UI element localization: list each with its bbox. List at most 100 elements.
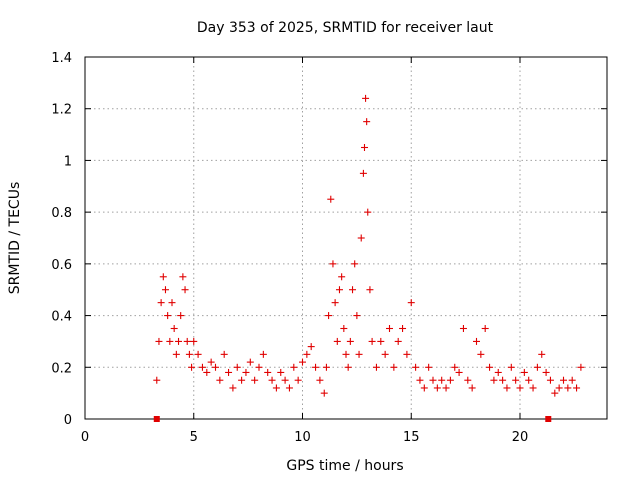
data-point [364, 208, 372, 216]
data-point [438, 376, 446, 384]
data-point [420, 384, 428, 392]
data-point [285, 384, 293, 392]
data-point [442, 384, 450, 392]
data-point [538, 350, 546, 358]
data-point [407, 299, 415, 307]
data-point [359, 169, 367, 177]
data-point [344, 363, 352, 371]
data-point [507, 363, 515, 371]
y-tick-label: 1.2 [51, 103, 72, 118]
data-point [164, 312, 172, 320]
data-point [455, 368, 463, 376]
data-point [533, 363, 541, 371]
data-point [172, 350, 180, 358]
data-point [377, 337, 385, 345]
data-point [312, 363, 320, 371]
data-point [181, 286, 189, 294]
x-tick-label: 0 [81, 430, 89, 445]
data-point [390, 363, 398, 371]
data-point [294, 376, 302, 384]
data-point [568, 376, 576, 384]
y-axis-label: SRMTID / TECUs [7, 182, 23, 295]
data-point [363, 118, 371, 126]
x-axis-marker [545, 416, 552, 422]
data-point [433, 384, 441, 392]
data-point [329, 260, 337, 268]
data-point [340, 325, 348, 332]
data-point [322, 363, 330, 371]
data-point [394, 337, 402, 345]
x-tick-label: 10 [294, 430, 311, 445]
data-point [342, 350, 350, 358]
data-point [499, 376, 507, 384]
data-point [264, 368, 272, 376]
data-point [188, 363, 196, 371]
data-point [564, 384, 572, 392]
data-point [207, 358, 215, 366]
data-point [481, 325, 489, 332]
x-tick-label: 20 [512, 430, 529, 445]
chart-title: Day 353 of 2025, SRMTID for receiver lau… [197, 20, 494, 36]
data-point [362, 94, 370, 102]
data-point [183, 337, 191, 345]
data-point [486, 363, 494, 371]
data-point [255, 363, 263, 371]
data-point [353, 312, 361, 320]
data-point [242, 368, 250, 376]
data-point [303, 350, 311, 358]
data-point [277, 368, 285, 376]
data-point [355, 350, 363, 358]
data-point [503, 384, 511, 392]
data-point [529, 384, 537, 392]
data-point [157, 299, 165, 307]
data-point [268, 376, 276, 384]
x-axis-marker [153, 416, 160, 422]
data-point [573, 384, 581, 392]
data-point [416, 376, 424, 384]
data-point [338, 273, 346, 281]
plot-frame [84, 56, 608, 420]
data-point [166, 337, 174, 345]
data-point [229, 384, 237, 392]
data-point [372, 363, 380, 371]
data-point [316, 376, 324, 384]
x-axis-label: GPS time / hours [286, 458, 403, 474]
data-point [179, 273, 187, 281]
data-point [381, 350, 389, 358]
data-point [555, 384, 563, 392]
y-tick-label: 0.2 [51, 361, 72, 376]
data-point [520, 368, 528, 376]
data-point [333, 337, 341, 345]
y-tick-label: 0.8 [51, 206, 72, 221]
data-point [386, 325, 393, 332]
data-point [327, 195, 335, 203]
data-point [335, 286, 343, 294]
data-point [168, 299, 176, 307]
data-point [216, 376, 224, 384]
data-point [177, 312, 185, 320]
data-point [290, 363, 298, 371]
data-point [446, 376, 454, 384]
data-point [281, 376, 289, 384]
data-point [155, 337, 163, 345]
data-point [175, 337, 183, 345]
y-tick-label: 0.4 [51, 310, 72, 325]
data-point [494, 368, 502, 376]
data-point [577, 363, 585, 371]
data-point [459, 325, 467, 332]
data-point [349, 286, 357, 294]
data-point [161, 286, 169, 294]
data-point [246, 358, 254, 366]
data-point [212, 363, 219, 371]
x-tick-label: 15 [403, 430, 420, 445]
y-tick-label: 0 [64, 413, 72, 428]
data-point [251, 376, 259, 384]
data-point [560, 376, 567, 384]
data-point [153, 376, 161, 384]
data-point [220, 350, 228, 358]
data-point [525, 376, 533, 384]
data-point [512, 376, 520, 384]
data-point [360, 144, 368, 151]
data-point [490, 376, 498, 384]
